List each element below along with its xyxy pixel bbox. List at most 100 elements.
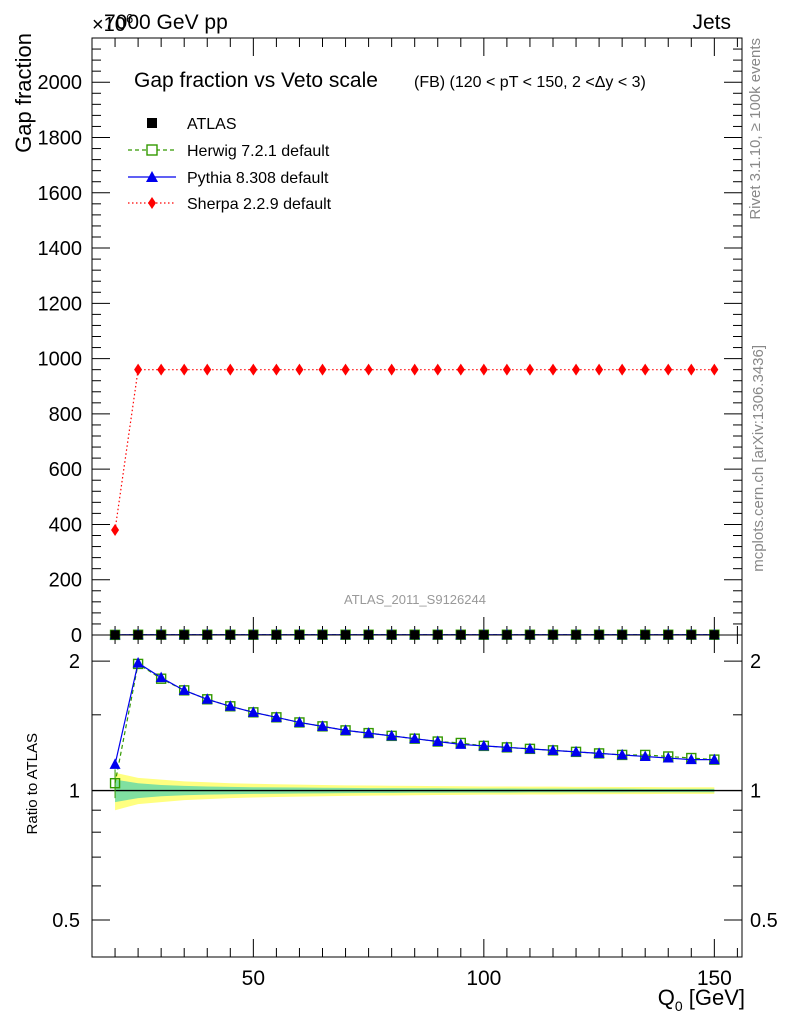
main-sherpa-point [249,363,258,376]
ratio-pythia-point [639,750,651,761]
main-sherpa-point [618,363,627,376]
x-tick-label: 50 [242,967,265,990]
ratio-pythia-point [224,700,236,711]
ratio-y-tick-label-right: 2 [750,651,761,673]
x-tick-label: 150 [697,967,732,990]
main-sherpa-point [203,363,212,376]
main-sherpa-point [664,363,673,376]
legend-marker-herwig [146,144,158,156]
legend: ATLAS Herwig 7.2.1 default Pythia 8.308 … [128,116,332,213]
y-tick-label: 600 [49,459,82,481]
ratio-pythia-point [132,656,144,668]
legend-label-herwig: Herwig 7.2.1 default [187,143,330,160]
main-sherpa-point [502,363,511,376]
exponent-label: ×106 [92,11,133,36]
chart-subtitle: (FB) (120 < pT < 150, 2 <Δy < 3) [414,74,646,91]
ratio-pythia-point [109,758,121,769]
legend-marker-sherpa [148,197,156,209]
ratio-y-tick-label: 2 [69,651,80,673]
rivet-label: Rivet 3.1.10, ≥ 100k events [747,38,764,220]
ratio-pythia-point [685,753,697,765]
y-tick-label: 800 [49,404,82,426]
main-sherpa-point [572,363,581,376]
ratio-pythia-point [178,684,190,695]
ratio-pythia-point [363,727,375,738]
ratio-pythia-point [593,747,605,758]
x-axis-label: Q0 [GeV] [658,985,745,1014]
main-sherpa-point [295,363,304,376]
y-tick-label: 1600 [38,183,83,205]
main-sherpa-point [595,363,604,376]
main-sherpa-point [548,363,557,376]
ratio-pythia-line [114,662,715,765]
ratio-pythia-point [501,741,513,752]
ratio-pythia-point [524,742,536,754]
ratio-y-tick-label: 1 [69,781,80,803]
y-tick-label: 1400 [38,238,83,260]
main-sherpa-point [364,363,373,376]
main-sherpa-point [180,363,189,376]
y-tick-label: 200 [49,570,82,592]
main-sherpa-point [687,363,696,376]
chart-title: Gap fraction vs Veto scale [134,69,378,92]
energy-label: 7000 GeV pp [104,11,228,34]
ratio-pythia-point [247,706,259,717]
legend-label-pythia: Pythia 8.308 default [187,170,329,187]
legend-marker-atlas [147,118,157,128]
main-y-axis-label: Gap fraction [11,33,36,153]
main-sherpa-point [318,363,327,376]
ratio-y-axis-label: Ratio to ATLAS [24,733,41,834]
y-tick-label: 1800 [38,128,83,150]
main-sherpa-point [157,363,166,376]
ratio-herwig-point [109,777,121,789]
ratio-pythia-point [155,671,167,683]
ratio-pythia-point [478,739,490,751]
ratio-pythia-point [570,745,582,757]
ratio-y-tick-label-right: 0.5 [750,910,778,932]
mcplots-label: mcplots.cern.ch [arXiv:1306.3436] [750,345,767,572]
y-tick-label: 1200 [38,293,83,315]
ratio-herwig-line [114,662,715,784]
ratio-pythia-point [616,748,628,760]
main-sherpa-point [134,363,143,376]
legend-label-sherpa: Sherpa 2.2.9 default [187,196,332,213]
main-sherpa-point [226,363,235,376]
jets-label: Jets [692,11,731,34]
main-sherpa-point [525,363,534,376]
main-sherpa-point [410,363,419,376]
ratio-plot-panel: 0.5 0.5 1 1 2 2 50 100 150 [52,634,778,990]
legend-label-atlas: ATLAS [187,116,237,133]
ratio-pythia-point [455,738,467,749]
main-sherpa-point [341,363,350,376]
main-sherpa-point [387,363,396,376]
main-sherpa-point [272,363,281,376]
y-tick-label: 1000 [38,349,83,371]
ratio-pythia-point [432,735,444,747]
ratio-pythia-point [201,693,213,704]
ratio-plot-frame [91,634,743,958]
legend-marker-pythia [146,171,158,182]
main-sherpa-point [456,363,465,376]
x-tick-label: 100 [466,967,501,990]
analysis-watermark: ATLAS_2011_S9126244 [344,592,486,607]
ratio-pythia-point [662,752,674,763]
ratio-pythia-point [547,744,559,755]
ratio-pythia-point [708,753,720,765]
main-sherpa-point [433,363,442,376]
ratio-pythia-point [270,711,282,722]
ratio-pythia-point [293,716,305,727]
y-tick-label: 0 [71,625,82,647]
ratio-y-tick-label: 0.5 [52,910,80,932]
ratio-pythia-point [386,729,398,741]
main-sherpa-point [111,523,120,536]
ratio-pythia-point [340,724,352,735]
main-plot-panel: 0 200 400 600 800 1000 1200 1400 1600 1800 2000 [38,37,743,647]
main-sherpa-point [710,363,719,376]
ratio-y-tick-label-right: 1 [750,781,761,803]
main-sherpa-point [641,363,650,376]
main-sherpa-point [479,363,488,376]
ratio-pythia-point [409,732,421,744]
main-sherpa-line [114,369,715,531]
ratio-pythia-point [316,720,328,731]
